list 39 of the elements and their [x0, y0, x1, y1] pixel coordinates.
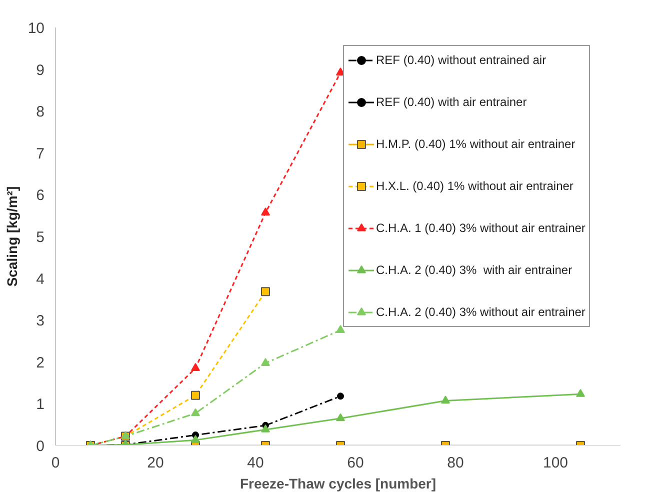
y-tick-label: 3: [36, 312, 44, 330]
y-tick-label: 6: [36, 187, 44, 204]
x-tick-label: 40: [247, 454, 264, 472]
point: [576, 388, 585, 397]
point: [261, 424, 270, 432]
legend-label: H.X.L. (0.40) 1% without air entrainer: [376, 179, 574, 193]
point: [441, 396, 450, 404]
y-tick-label: 1: [36, 396, 44, 414]
y-tick-label: 0: [36, 438, 44, 455]
x-tick-label: 60: [347, 454, 364, 472]
y-tick-label: 10: [28, 20, 45, 37]
point: [336, 413, 345, 422]
legend-label: C.H.A. 2 (0.40) 3% without air entrainer: [376, 305, 586, 319]
y-tick-label: 8: [36, 104, 44, 121]
point: [191, 434, 200, 443]
y-tick-label: 7: [36, 145, 44, 162]
x-tick-label: 0: [51, 454, 60, 472]
y-tick-label: 2: [36, 354, 44, 372]
y-tick-label: 4: [36, 270, 44, 288]
legend-label: REF (0.40) with air entrainer: [376, 95, 527, 109]
legend-label: C.H.A. 1 (0.40) 3% without air entrainer: [376, 221, 586, 235]
point: [191, 408, 200, 416]
legend-label: H.M.P. (0.40) 1% without air entrainer: [376, 137, 576, 151]
x-tick-label: 20: [147, 454, 164, 472]
point: [261, 208, 270, 216]
point: [191, 363, 200, 371]
legend-label: C.H.A. 2 (0.40) 3% with air entrainer: [376, 263, 572, 277]
point: [191, 390, 200, 400]
y-tick-label: 9: [36, 62, 44, 79]
x-tick-label: 100: [542, 454, 568, 472]
y-axis-title: Scaling [kg/m²]: [4, 186, 20, 287]
point: [337, 392, 344, 400]
legend-label: REF (0.40) without entrained air: [376, 53, 546, 67]
point: [261, 358, 270, 366]
point: [336, 325, 345, 333]
point: [261, 287, 270, 296]
x-tick-label: 80: [447, 454, 464, 472]
x-axis-title: Freeze-Thaw cycles [number]: [240, 476, 436, 492]
y-tick-label: 5: [36, 229, 44, 246]
